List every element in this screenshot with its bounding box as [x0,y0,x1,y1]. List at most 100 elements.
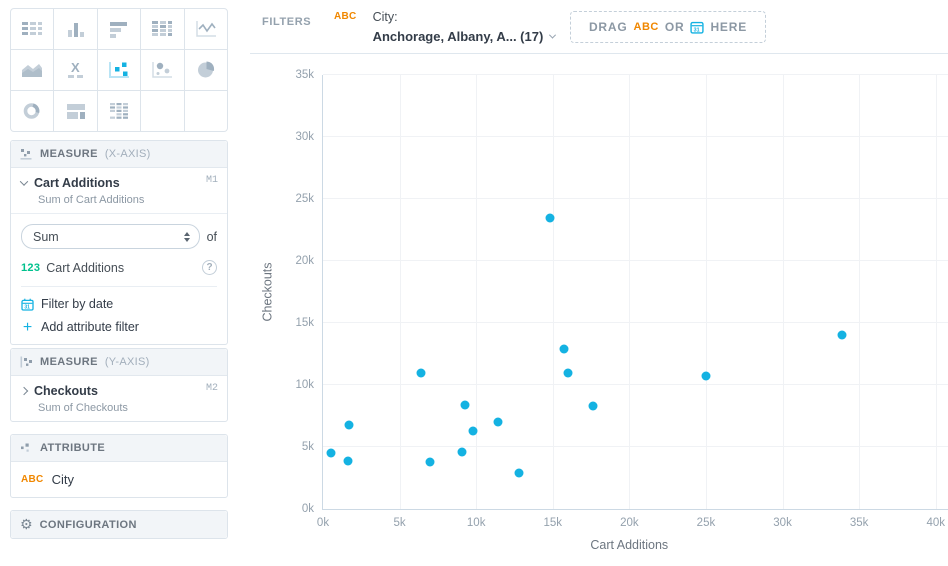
pie-chart-icon[interactable] [184,50,227,90]
scatter-point[interactable] [425,457,435,467]
text-type-icon: ABC [633,21,659,33]
bubble-chart-icon [152,62,173,78]
table-icon[interactable] [11,9,54,49]
treemap-icon [66,104,85,119]
configuration-label: CONFIGURATION [39,518,137,531]
pie-chart-icon [197,61,214,78]
add-attribute-filter-button[interactable]: + Add attribute filter [21,318,217,336]
of-label: of [206,229,217,244]
grid-line-horizontal [323,384,948,385]
scatter-point[interactable] [457,447,467,457]
x-axis-tick-label: 25k [696,517,716,529]
select-arrows-icon [183,231,190,242]
grid-line-horizontal [323,446,948,447]
text-type-icon: ABC [21,474,44,485]
filters-label: FILTERS [262,16,312,28]
picker-empty-cell [141,91,184,131]
y-axis-tick-label: 5k [301,441,314,453]
y-axis-tick-label: 25k [295,193,314,205]
filter-by-date-label: Filter by date [41,297,114,311]
grid-line-vertical [552,75,554,509]
y-axis-tick-label: 20k [295,255,314,267]
scatter-point[interactable] [545,213,555,223]
scatter-point[interactable] [468,426,478,436]
scatter-point[interactable] [514,468,524,478]
grid-line-horizontal [323,260,948,261]
filter-drop-zone[interactable]: DRAG ABC OR 31 HERE [570,11,766,43]
plus-icon: + [22,318,33,336]
grid-line-vertical [399,75,401,509]
pivot-table-icon[interactable] [97,91,141,131]
area-chart-icon [22,64,43,77]
scatter-point[interactable] [563,368,573,378]
donut-chart-icon [23,103,40,119]
area-chart-icon[interactable] [11,50,54,90]
add-attribute-filter-label: Add attribute filter [41,320,139,334]
gear-icon: ⚙ [20,516,33,533]
heatmap-icon [152,21,173,36]
measure-x-axis-icon [20,149,32,160]
x-axis-tick-label: 0k [316,517,330,529]
y-axis-tick-label: 10k [295,379,314,391]
measure-y-axis-panel: MEASURE (Y-AXIS) Checkouts M2 Sum of Che… [10,348,228,422]
column-chart-icon[interactable] [54,9,97,49]
grid-line-horizontal [323,322,948,323]
bubble-chart-icon[interactable] [141,50,184,90]
measure-name: Cart Additions [34,176,120,190]
calendar-icon: 31 [690,21,705,34]
grid-line-horizontal [323,74,948,75]
section-axis-label: (X-AXIS) [104,148,151,160]
measure-y-axis-icon [20,356,32,368]
grid-line-vertical [935,75,937,509]
measure-tag: M2 [205,383,218,394]
pivot-table-icon [109,103,128,119]
y-axis-title-wrap: Checkouts [259,75,277,509]
measure-y-item[interactable]: Checkouts M2 Sum of Checkouts [11,376,227,421]
filter-attribute-value: Anchorage, Albany, A... (17) [372,29,544,44]
treemap-icon[interactable] [54,91,97,131]
y-axis-tick-label: 15k [295,317,314,329]
measure-x-item[interactable]: Cart Additions M1 Sum of Cart Additions [11,168,227,214]
donut-chart-icon[interactable] [11,91,54,131]
scatter-point[interactable] [416,368,426,378]
drop-zone-text: DRAG [588,20,628,34]
x-axis-tick-label: 20k [620,517,639,529]
scatter-point[interactable] [559,344,568,354]
attribute-item-city[interactable]: ABC City [11,462,227,497]
bar-chart-icon[interactable] [97,9,141,49]
drop-zone-text: OR [664,20,685,34]
drop-zone-text: HERE [710,20,748,34]
fact-name: Cart Additions [46,260,125,275]
svg-text:X: X [71,60,80,75]
scatter-plot-icon [108,62,129,78]
measure-subtitle: Sum of Cart Additions [38,194,145,206]
filter-by-date-button[interactable]: 31 Filter by date [21,297,217,311]
calendar-icon: 31 [21,298,34,311]
measure-tag: M1 [205,175,218,186]
headline-icon[interactable]: X [54,50,97,90]
aggregation-select[interactable]: Sum [21,224,200,249]
scatter-point[interactable] [701,371,711,381]
scatter-point[interactable] [343,456,352,466]
city-filter-dropdown[interactable]: ABC City: Anchorage, Albany, A... (17) [334,8,557,44]
help-icon[interactable]: ? [202,260,217,275]
scatter-point[interactable] [588,401,598,411]
scatter-plot-icon[interactable] [97,50,141,90]
line-chart-icon[interactable] [184,9,227,49]
grid-line-vertical [476,75,478,509]
x-axis-tick-label: 30k [773,517,792,529]
measure-x-details: Sum of 123 Cart Additions ? [11,214,227,344]
configuration-header[interactable]: ⚙ CONFIGURATION [11,511,227,538]
scatter-point[interactable] [344,420,354,430]
scatter-point[interactable] [460,400,470,410]
filter-bar: FILTERS ABC City: Anchorage, Albany, A..… [250,0,948,54]
y-axis-tick-label: 30k [295,131,314,143]
scatter-point[interactable] [837,330,847,340]
measure-y-axis-header: MEASURE (Y-AXIS) [11,349,227,376]
grid-line-vertical [705,75,707,509]
text-type-icon: ABC [334,11,357,22]
heatmap-icon[interactable] [141,9,184,49]
scatter-point[interactable] [326,448,336,458]
column-chart-icon [67,23,84,37]
scatter-point[interactable] [493,417,503,427]
